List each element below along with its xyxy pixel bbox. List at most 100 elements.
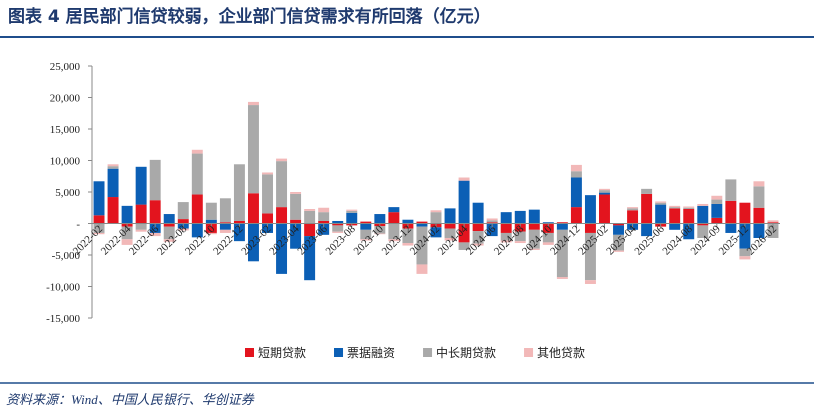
bar-segment	[500, 240, 512, 243]
bar-segment	[149, 200, 161, 224]
bar-segment	[500, 223, 512, 233]
bar-segment	[739, 223, 751, 249]
bar-segment	[697, 203, 709, 206]
bar-segment	[107, 197, 119, 224]
bar-segment	[430, 212, 442, 224]
bar-segment	[613, 234, 625, 251]
bar-segment	[486, 223, 498, 237]
bar-segment	[711, 217, 723, 224]
bar-segment	[641, 193, 653, 224]
bar-segment	[304, 209, 316, 211]
bar-segment	[107, 166, 119, 169]
bar-segment	[374, 233, 386, 235]
bar-segment	[191, 153, 203, 195]
bar-segment	[528, 229, 540, 249]
bar-segment	[121, 226, 133, 240]
bar-segment	[599, 192, 610, 195]
bar-segment	[556, 222, 568, 224]
legend-label: 短期贷款	[258, 346, 306, 360]
bar-segment	[444, 223, 456, 229]
bar-segment	[725, 200, 737, 224]
bar-segment	[402, 228, 414, 244]
bar-segment	[584, 223, 596, 233]
bar-segment	[669, 208, 681, 224]
bar-segment	[697, 223, 709, 226]
y-tick-label: 5,000	[55, 187, 80, 199]
bar-segment	[205, 232, 217, 235]
bar-segment	[205, 223, 217, 233]
bar-segment	[262, 174, 273, 214]
bar-segment	[570, 177, 582, 208]
bar-segment	[416, 221, 428, 224]
bar-segment	[514, 231, 526, 242]
bar-segment	[233, 164, 245, 221]
bar-segment	[627, 208, 639, 211]
y-tick-label: 15,000	[50, 124, 81, 136]
bar-segment	[318, 212, 330, 221]
bar-segment	[599, 190, 610, 193]
bar-segment	[205, 219, 217, 224]
bar-segment	[374, 214, 386, 224]
y-tick-label: 25,000	[50, 61, 81, 73]
bar-segment	[93, 215, 105, 224]
bar-segment	[430, 227, 442, 238]
bar-segment	[683, 223, 695, 240]
y-tick-label: -15,000	[46, 313, 80, 325]
bar-segment	[570, 171, 582, 178]
bar-segment	[641, 223, 653, 237]
bar-segment	[542, 223, 554, 233]
bar-segment	[149, 159, 161, 201]
bar-segment	[388, 207, 400, 213]
bar-segment	[318, 220, 330, 224]
bar-segment	[528, 248, 540, 250]
bar-segment	[121, 205, 133, 224]
bar-segment	[191, 223, 203, 238]
bar-segment	[767, 222, 779, 224]
bar-segment	[444, 208, 456, 224]
bar-segment	[655, 204, 667, 224]
bar-segment	[613, 250, 625, 252]
bar-segment	[290, 219, 302, 224]
bar-segment	[177, 219, 189, 224]
bar-segment	[219, 222, 231, 224]
bar-segment	[107, 168, 119, 198]
bar-segment	[542, 222, 554, 224]
bar-segment	[444, 237, 456, 241]
bar-segment	[290, 192, 302, 194]
bar-segment	[641, 188, 653, 194]
bar-segment	[458, 177, 470, 181]
bar-segment	[332, 231, 344, 233]
bar-segment	[388, 212, 400, 224]
bar-segment	[486, 222, 498, 224]
bar-segment	[584, 280, 596, 284]
bar-segment	[233, 223, 245, 242]
bar-segment	[163, 239, 175, 242]
bar-segment	[276, 161, 288, 208]
bar-segment	[163, 223, 175, 227]
bar-segment	[542, 242, 554, 245]
bar-segment	[472, 223, 484, 232]
bar-segment	[613, 223, 625, 226]
bar-segment	[135, 166, 147, 205]
bar-segment	[121, 239, 133, 245]
bar-segment	[219, 223, 231, 230]
bar-segment	[472, 243, 484, 246]
bar-segment	[219, 229, 231, 233]
bar-segment	[107, 164, 119, 167]
source: 资料来源：Wind、中国人民银行、华创证券	[6, 392, 255, 407]
y-tick-label: 10,000	[50, 156, 81, 168]
bar-segment	[177, 228, 189, 231]
bar-segment	[683, 209, 695, 224]
bar-segment	[472, 231, 484, 244]
legend-label: 中长期贷款	[436, 345, 496, 360]
bar-segment	[262, 223, 273, 233]
bar-segment	[388, 239, 400, 242]
bar-segment	[93, 181, 105, 216]
bar-segment	[332, 223, 344, 226]
bar-segment	[219, 198, 231, 223]
bar-segment	[318, 207, 330, 213]
bar-segment	[346, 210, 358, 213]
chart-title: 图表 4 居民部门信贷较弱，企业部门信贷需求有所回落（亿元）	[8, 6, 491, 27]
bar-segment	[725, 223, 737, 233]
